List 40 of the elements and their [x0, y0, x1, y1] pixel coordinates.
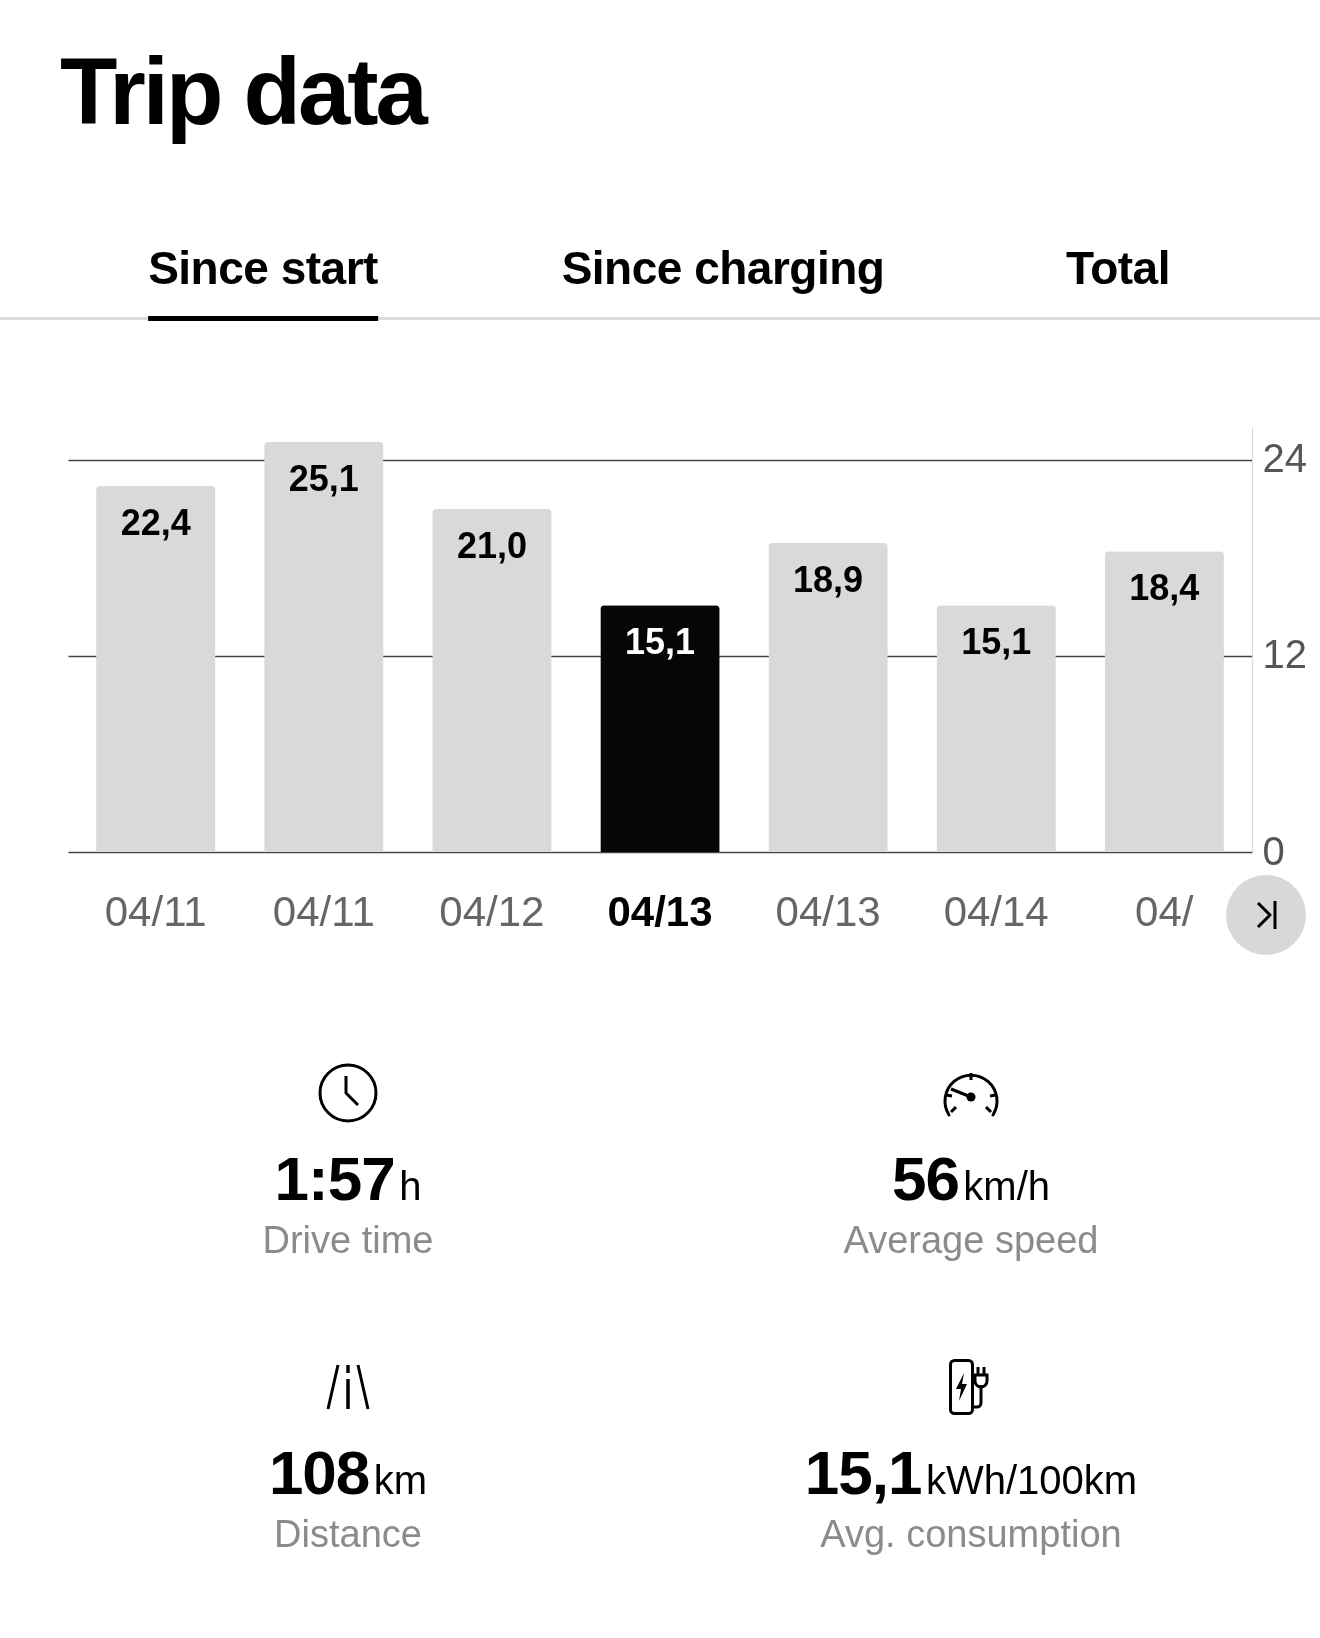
bar	[432, 508, 552, 852]
x-tick-label: 04/13	[607, 887, 713, 935]
x-tick-label: 04/12	[439, 887, 545, 935]
text: km	[373, 1458, 428, 1502]
data-label: 15,1	[961, 621, 1032, 663]
bar	[1104, 551, 1224, 852]
text: Average speed	[843, 1218, 1099, 1263]
text: 1:57	[274, 1144, 395, 1213]
text: 15,1	[804, 1438, 922, 1507]
data-label: 25,1	[288, 457, 359, 499]
text: 108	[268, 1438, 370, 1507]
bar	[936, 605, 1056, 852]
x-tick-label: 04/11	[104, 887, 207, 935]
bar	[600, 605, 720, 852]
data-label: 18,4	[1129, 567, 1200, 609]
text: Since charging	[561, 240, 885, 296]
data-label: 15,1	[624, 621, 696, 663]
y-tick-label: 24	[1262, 436, 1307, 481]
y-tick-label: 0	[1262, 828, 1285, 873]
bar	[96, 485, 216, 852]
x-tick-label: 04/11	[272, 887, 375, 935]
text: km/h	[963, 1164, 1051, 1208]
text: h	[399, 1164, 422, 1208]
data-label: 22,4	[120, 501, 191, 543]
x-tick-label: 04/13	[775, 887, 881, 935]
bar	[768, 543, 888, 852]
text: 56	[891, 1144, 959, 1213]
text: Drive time	[262, 1218, 434, 1263]
data-label: 18,9	[793, 559, 864, 601]
text: kWh/100km	[925, 1458, 1138, 1502]
text: Since start	[148, 240, 378, 321]
text: Total	[1066, 240, 1170, 296]
data-label: 21,0	[456, 524, 527, 566]
x-tick-label: 04/	[1135, 887, 1194, 935]
text: Distance	[274, 1512, 422, 1557]
text: Avg. consumption	[820, 1512, 1122, 1557]
x-tick-label: 04/14	[943, 887, 1049, 935]
bar	[264, 441, 384, 852]
y-tick-label: 12	[1262, 632, 1307, 677]
chart-title: Trip data	[60, 38, 425, 146]
